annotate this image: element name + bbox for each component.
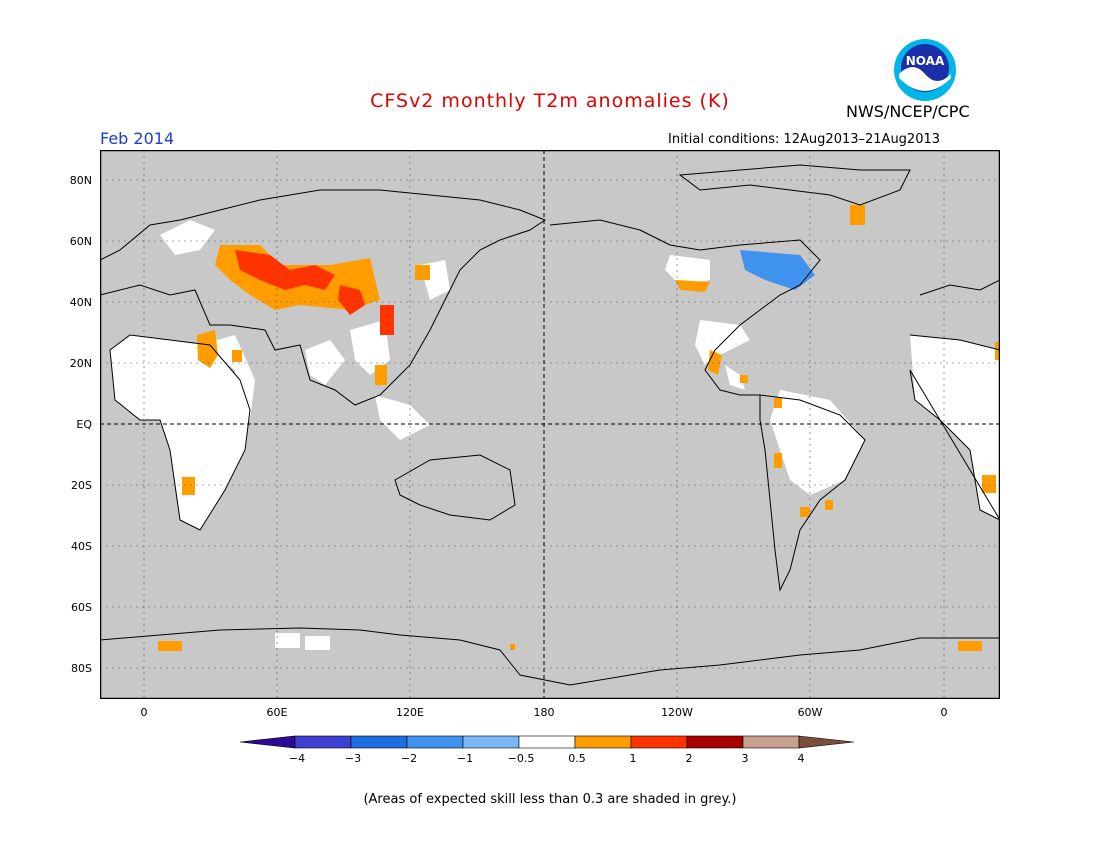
colorbar-segment <box>798 735 855 749</box>
antarctica-features <box>158 633 982 651</box>
colorbar-label: −4 <box>288 752 306 765</box>
repeat-africa-warm <box>982 342 1000 493</box>
lon-label-180: 180 <box>533 706 555 719</box>
grid-lines <box>100 150 1000 699</box>
lon-label-120e: 120E <box>396 706 424 719</box>
north-america-cool <box>740 250 815 290</box>
colorbar-segment <box>630 735 688 749</box>
colorbar-label: 3 <box>741 752 749 765</box>
colorbar-segment <box>240 735 296 749</box>
colorbar-segment <box>462 735 520 749</box>
colorbar-segment <box>574 735 632 749</box>
lat-label-40s: 40S <box>71 540 92 553</box>
lat-label-20n: 20N <box>69 357 92 370</box>
lat-label-80n: 80N <box>69 174 92 187</box>
coastlines <box>100 164 1000 686</box>
colorbar-segment <box>518 735 576 749</box>
initial-conditions: Initial conditions: 12Aug2013–21Aug2013 <box>668 132 941 147</box>
lon-label-60e: 60E <box>266 706 288 719</box>
reference-lines <box>100 150 1000 699</box>
africa-warm <box>182 330 242 495</box>
colorbar-label: −2 <box>400 752 418 765</box>
south-america-warm <box>774 398 833 517</box>
lat-label-80s: 80S <box>71 662 92 675</box>
map-title: CFSv2 monthly T2m anomalies (K) <box>370 90 730 112</box>
forecast-month: Feb 2014 <box>100 129 175 148</box>
colorbar-segment <box>294 735 352 749</box>
svg-text:NOAA: NOAA <box>906 54 945 68</box>
colorbar-label: −0.5 <box>507 752 535 765</box>
lat-label-20s: 20S <box>71 479 92 492</box>
repeat-africa-white <box>910 335 1000 520</box>
skill-footnote: (Areas of expected skill less than 0.3 a… <box>363 792 737 807</box>
colorbar-label: 2 <box>685 752 693 765</box>
noaa-logo: NOAA <box>894 39 956 101</box>
colorbar-label: 4 <box>797 752 805 765</box>
lon-label-120w: 120W <box>661 706 693 719</box>
colorbar-segment <box>350 735 408 749</box>
colorbar <box>240 735 855 749</box>
colorbar-segment <box>686 735 744 749</box>
lon-label-0-right: 0 <box>940 706 948 719</box>
eurasia-white <box>160 220 450 440</box>
lat-label-60s: 60S <box>71 601 92 614</box>
lat-label-60n: 60N <box>69 235 92 248</box>
lon-label-0: 0 <box>140 706 148 719</box>
lat-label-eq: EQ <box>76 418 92 431</box>
lon-label-60w: 60W <box>797 706 823 719</box>
lat-label-40n: 40N <box>69 296 92 309</box>
map-frame <box>100 150 1000 699</box>
colorbar-label: 0.5 <box>568 752 586 765</box>
eurasia-hot <box>235 250 394 335</box>
anomaly-map <box>100 150 1000 699</box>
colorbar-label: −3 <box>344 752 362 765</box>
colorbar-label: −1 <box>456 752 474 765</box>
agency-label: NWS/NCEP/CPC <box>846 102 970 121</box>
colorbar-segment <box>742 735 800 749</box>
colorbar-segment <box>406 735 464 749</box>
colorbar-label: 1 <box>629 752 637 765</box>
